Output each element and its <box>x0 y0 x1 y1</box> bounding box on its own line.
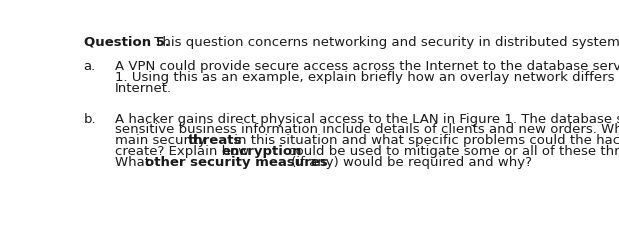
Text: What: What <box>115 155 154 168</box>
Text: threats: threats <box>188 134 243 146</box>
Text: sensitive business information include details of clients and new orders. What a: sensitive business information include d… <box>115 123 619 136</box>
Text: in this situation and what specific problems could the hacker: in this situation and what specific prob… <box>230 134 619 146</box>
Text: Question 5.: Question 5. <box>84 35 170 48</box>
Text: A hacker gains direct physical access to the LAN in Figure 1. The database serve: A hacker gains direct physical access to… <box>115 112 619 125</box>
Text: (if any) would be required and why?: (if any) would be required and why? <box>287 155 532 168</box>
Text: b.: b. <box>84 112 96 125</box>
Text: A VPN could provide secure access across the Internet to the database servers in: A VPN could provide secure access across… <box>115 60 619 73</box>
Text: This question concerns networking and security in distributed systems.: This question concerns networking and se… <box>150 35 619 48</box>
Text: Internet.: Internet. <box>115 81 171 94</box>
Text: create? Explain how: create? Explain how <box>115 144 253 157</box>
Text: could be used to mitigate some or all of these threats.: could be used to mitigate some or all of… <box>284 144 619 157</box>
Text: main security: main security <box>115 134 210 146</box>
Text: encryption: encryption <box>222 144 302 157</box>
Text: a.: a. <box>84 60 96 73</box>
Text: other security measures: other security measures <box>145 155 327 168</box>
Text: 1. Using this as an example, explain briefly how an overlay network differs from: 1. Using this as an example, explain bri… <box>115 71 619 84</box>
